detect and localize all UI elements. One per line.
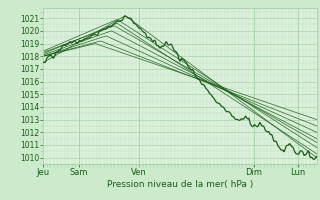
- X-axis label: Pression niveau de la mer( hPa ): Pression niveau de la mer( hPa ): [107, 180, 253, 189]
